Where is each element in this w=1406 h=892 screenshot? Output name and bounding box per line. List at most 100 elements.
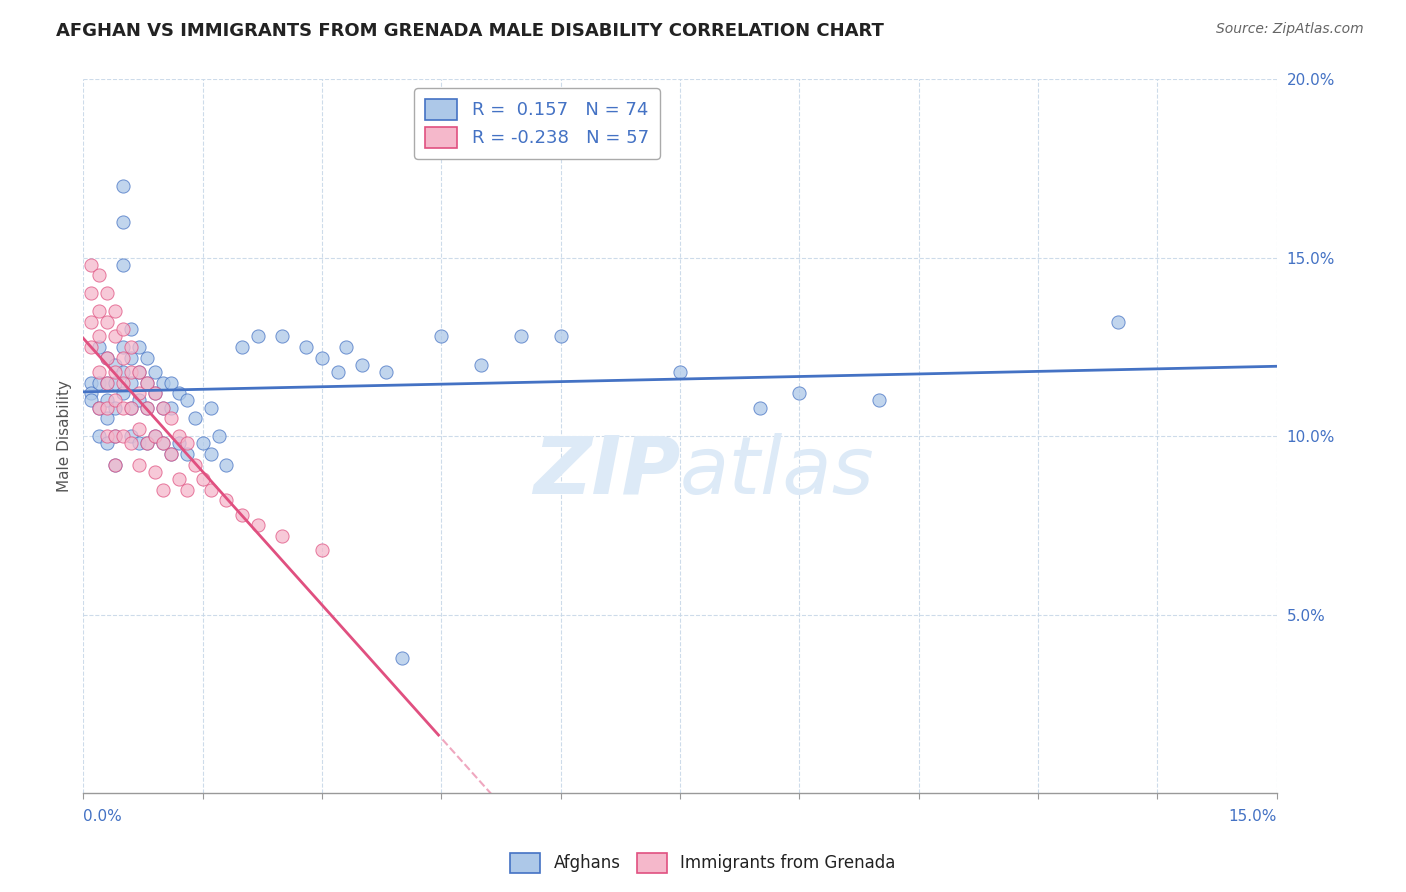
Point — [104, 376, 127, 390]
Point — [271, 529, 294, 543]
Point — [89, 340, 111, 354]
Point — [470, 358, 492, 372]
Point — [176, 447, 198, 461]
Point — [112, 340, 135, 354]
Point — [152, 436, 174, 450]
Text: 0.0%: 0.0% — [83, 809, 122, 824]
Point — [128, 365, 150, 379]
Point — [128, 386, 150, 401]
Point — [143, 465, 166, 479]
Point — [120, 401, 142, 415]
Point — [789, 386, 811, 401]
Point — [112, 429, 135, 443]
Point — [112, 401, 135, 415]
Point — [104, 304, 127, 318]
Text: Source: ZipAtlas.com: Source: ZipAtlas.com — [1216, 22, 1364, 37]
Point — [326, 365, 349, 379]
Point — [96, 401, 118, 415]
Point — [96, 429, 118, 443]
Point — [96, 393, 118, 408]
Point — [96, 351, 118, 365]
Point — [191, 472, 214, 486]
Point — [120, 351, 142, 365]
Point — [176, 436, 198, 450]
Legend: Afghans, Immigrants from Grenada: Afghans, Immigrants from Grenada — [503, 847, 903, 880]
Point — [112, 258, 135, 272]
Point — [104, 401, 127, 415]
Point — [112, 351, 135, 365]
Point — [104, 393, 127, 408]
Point — [89, 401, 111, 415]
Point — [136, 351, 159, 365]
Point — [120, 365, 142, 379]
Point — [152, 436, 174, 450]
Point — [120, 376, 142, 390]
Point — [176, 483, 198, 497]
Point — [167, 472, 190, 486]
Point — [143, 365, 166, 379]
Point — [152, 401, 174, 415]
Point — [271, 329, 294, 343]
Point — [143, 386, 166, 401]
Point — [200, 401, 222, 415]
Point — [191, 436, 214, 450]
Point — [128, 393, 150, 408]
Point — [89, 365, 111, 379]
Point — [112, 386, 135, 401]
Point — [80, 315, 103, 329]
Point — [143, 386, 166, 401]
Point — [112, 376, 135, 390]
Point — [89, 268, 111, 283]
Point — [509, 329, 531, 343]
Point — [96, 411, 118, 425]
Point — [128, 436, 150, 450]
Text: 15.0%: 15.0% — [1229, 809, 1277, 824]
Point — [176, 393, 198, 408]
Point — [159, 447, 181, 461]
Point — [96, 436, 118, 450]
Point — [207, 429, 229, 443]
Point — [430, 329, 453, 343]
Point — [80, 340, 103, 354]
Point — [167, 436, 190, 450]
Point — [89, 329, 111, 343]
Point — [96, 286, 118, 301]
Point — [374, 365, 396, 379]
Point — [295, 340, 318, 354]
Point — [104, 429, 127, 443]
Point — [89, 429, 111, 443]
Point — [669, 365, 692, 379]
Point — [96, 376, 118, 390]
Point — [550, 329, 572, 343]
Point — [104, 458, 127, 472]
Point — [89, 401, 111, 415]
Point — [120, 436, 142, 450]
Point — [200, 447, 222, 461]
Point — [152, 401, 174, 415]
Point — [112, 179, 135, 194]
Point — [112, 322, 135, 336]
Legend: R =  0.157   N = 74, R = -0.238   N = 57: R = 0.157 N = 74, R = -0.238 N = 57 — [413, 88, 659, 159]
Point — [104, 358, 127, 372]
Point — [231, 508, 253, 522]
Point — [143, 429, 166, 443]
Text: atlas: atlas — [681, 433, 875, 511]
Point — [120, 340, 142, 354]
Point — [167, 429, 190, 443]
Point — [247, 518, 270, 533]
Point — [104, 365, 127, 379]
Point — [868, 393, 890, 408]
Point — [143, 429, 166, 443]
Point — [80, 376, 103, 390]
Point — [128, 340, 150, 354]
Point — [136, 436, 159, 450]
Point — [159, 376, 181, 390]
Point — [80, 393, 103, 408]
Point — [183, 458, 205, 472]
Point — [89, 376, 111, 390]
Point — [159, 411, 181, 425]
Point — [136, 436, 159, 450]
Point — [335, 340, 357, 354]
Text: AFGHAN VS IMMIGRANTS FROM GRENADA MALE DISABILITY CORRELATION CHART: AFGHAN VS IMMIGRANTS FROM GRENADA MALE D… — [56, 22, 884, 40]
Point — [120, 322, 142, 336]
